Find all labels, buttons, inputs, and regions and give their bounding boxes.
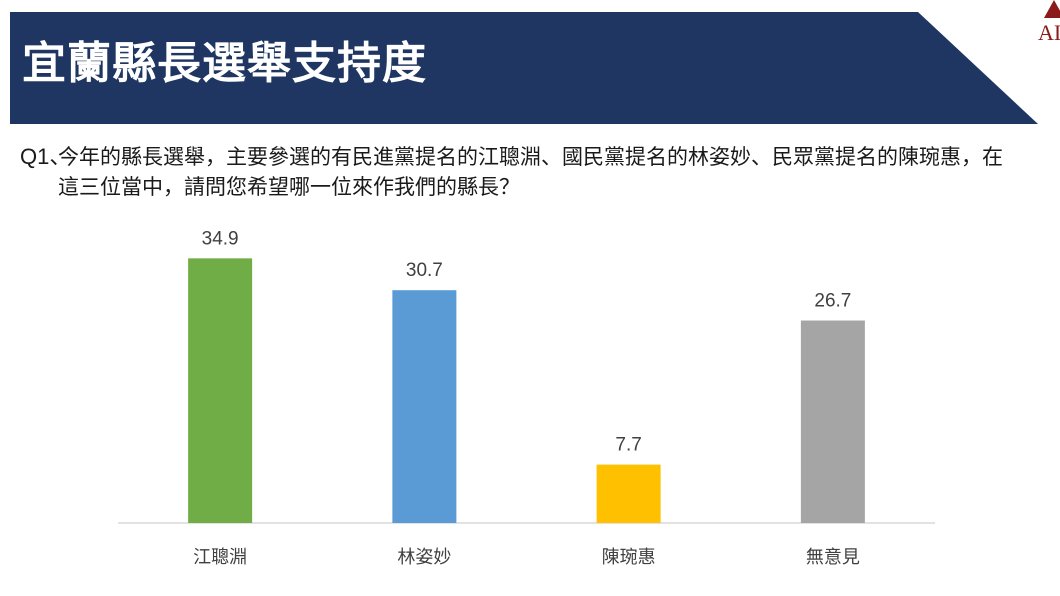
page-title: 宜蘭縣長選舉支持度 bbox=[22, 38, 427, 89]
data-label-3: 7.7 bbox=[615, 435, 641, 456]
question-text: 今年的縣長選舉，主要參選的有民進黨提名的江聰淵、國民黨提名的林姿妙、民眾黨提名的… bbox=[58, 145, 1003, 199]
bar-2 bbox=[392, 290, 457, 523]
data-label-1: 34.9 bbox=[202, 228, 239, 249]
category-label-4: 無意見 bbox=[806, 547, 860, 568]
category-label-2: 林姿妙 bbox=[397, 547, 451, 568]
title-banner bbox=[10, 12, 1038, 124]
category-label-1: 江聰淵 bbox=[193, 547, 247, 568]
bar-3 bbox=[596, 464, 661, 523]
category-label-3: 陳琬惠 bbox=[602, 547, 656, 568]
brand-logo: AI bbox=[1030, 0, 1060, 50]
bar-4 bbox=[800, 320, 865, 523]
logo-triangle-icon bbox=[1044, 0, 1060, 18]
data-label-4: 26.7 bbox=[814, 291, 851, 312]
title-banner-shape bbox=[10, 12, 1038, 124]
data-label-2: 30.7 bbox=[406, 260, 443, 281]
bar-1 bbox=[188, 258, 253, 523]
logo-text: AI bbox=[1038, 20, 1060, 45]
question-number: Q1、 bbox=[20, 144, 72, 169]
